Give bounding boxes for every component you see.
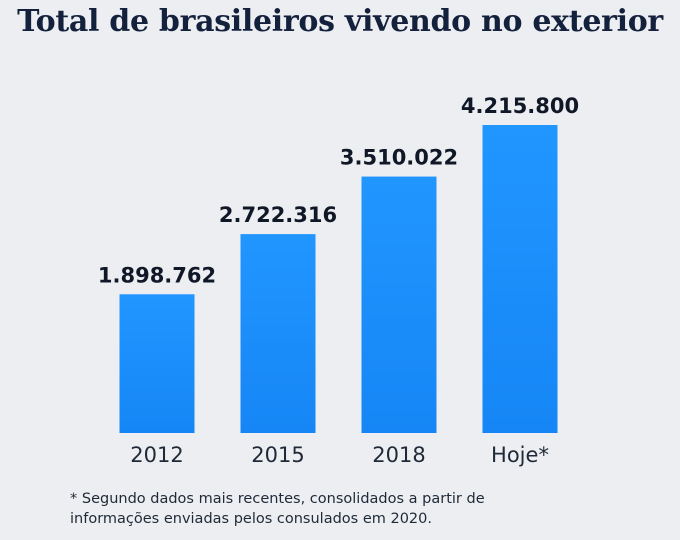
bar-2015: [240, 234, 316, 433]
value-label: 2.722.316: [219, 203, 337, 227]
value-label: 4.215.800: [461, 94, 579, 118]
bar-hoje: [482, 125, 558, 433]
category-label: 2012: [130, 443, 183, 467]
value-labels-group: 1.898.762 2.722.316 3.510.022 4.215.800: [98, 94, 579, 287]
category-label: Hoje*: [491, 443, 549, 467]
category-label: 2015: [251, 443, 304, 467]
bar-2018: [361, 176, 437, 433]
bar-2012: [119, 294, 195, 433]
value-label: 1.898.762: [98, 263, 216, 287]
value-label: 3.510.022: [340, 146, 458, 170]
chart-title: Total de brasileiros vivendo no exterior: [17, 4, 663, 39]
bars-group: [119, 125, 558, 433]
category-label: 2018: [372, 443, 425, 467]
footnote: * Segundo dados mais recentes, consolida…: [70, 491, 485, 527]
category-labels-group: 2012 2015 2018 Hoje*: [130, 443, 549, 467]
